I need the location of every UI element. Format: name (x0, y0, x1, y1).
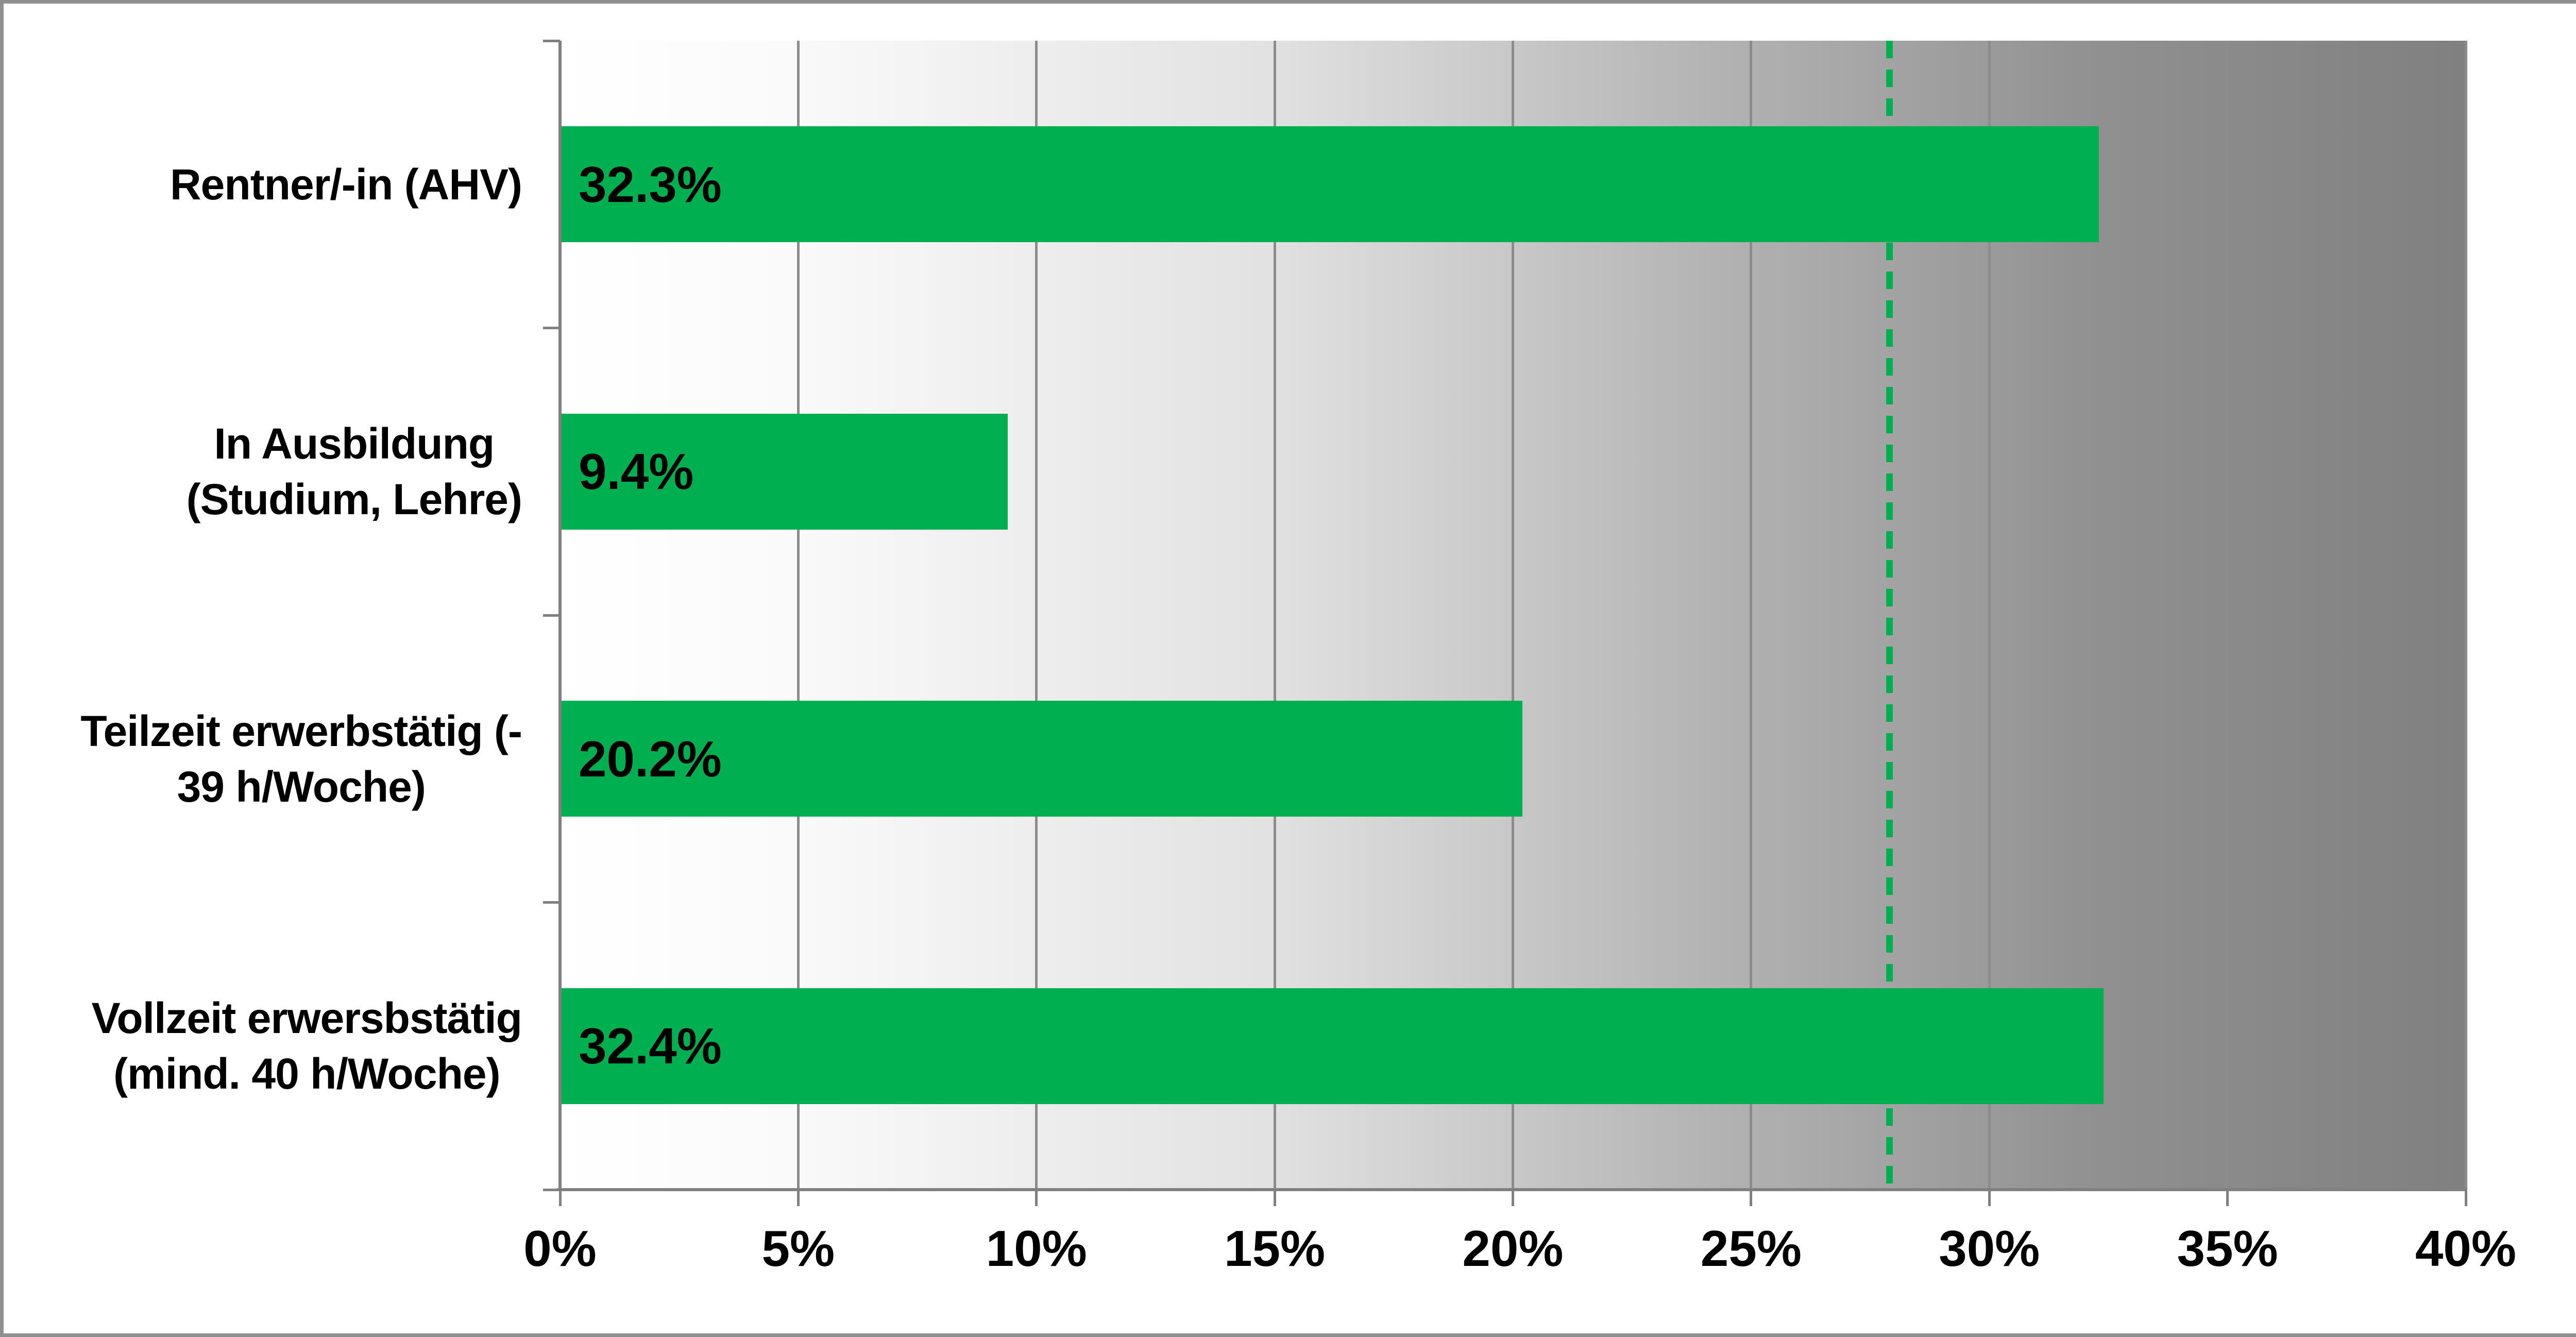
x-tick-label: 40% (2415, 1220, 2517, 1277)
y-tick-mark (543, 1188, 560, 1191)
bar: 9.4% (560, 413, 1008, 530)
x-tick-mark (1035, 1190, 1038, 1206)
y-tick-mark (543, 39, 560, 42)
gridline (1750, 41, 1753, 1190)
x-tick-label: 30% (1939, 1220, 2040, 1277)
gridline (796, 41, 800, 1190)
category-label: Teilzeit erwerbstätig (- 39 h/Woche) (80, 703, 522, 815)
x-tick-mark (558, 1190, 562, 1206)
x-tick-mark (796, 1190, 800, 1206)
x-tick-label: 35% (2177, 1220, 2278, 1277)
gridline (1512, 41, 1514, 1190)
category-label-line: (mind. 40 h/Woche) (113, 1050, 501, 1098)
reference-line-dashed (1886, 41, 1893, 1190)
gridline (2226, 41, 2229, 1190)
x-tick-mark (1988, 1190, 1991, 1206)
value-label: 32.3% (579, 156, 722, 213)
category-label-line: Rentner/-in (AHV) (170, 160, 522, 209)
x-tick-label: 25% (1700, 1220, 1802, 1277)
x-tick-label: 10% (986, 1220, 1087, 1277)
category-label: In Ausbildung (Studium, Lehre) (187, 416, 522, 527)
x-tick-mark (1750, 1190, 1753, 1206)
x-tick-label: 5% (761, 1220, 835, 1277)
y-tick-mark (543, 901, 560, 904)
bar: 32.4% (560, 988, 2104, 1104)
x-tick-mark (1273, 1190, 1276, 1206)
gridline (2464, 41, 2467, 1190)
x-tick-label: 20% (1462, 1220, 1564, 1277)
x-tick-label: 0% (523, 1220, 597, 1277)
category-label-line: 39 h/Woche) (177, 762, 426, 811)
bar: 32.3% (560, 126, 2099, 243)
x-tick-label: 15% (1224, 1220, 1326, 1277)
y-tick-mark (543, 614, 560, 617)
category-label: Vollzeit erwersbstätig (mind. 40 h/Woche) (92, 990, 522, 1102)
gridline (1035, 41, 1038, 1190)
x-tick-mark (2226, 1190, 2229, 1206)
x-tick-mark (1512, 1190, 1514, 1206)
gridline (1988, 41, 1991, 1190)
bar: 20.2% (560, 701, 1522, 817)
category-label-line: Teilzeit erwerbstätig (- (80, 706, 522, 755)
x-tick-mark (2464, 1190, 2467, 1206)
category-label-line: (Studium, Lehre) (186, 475, 522, 524)
value-label: 32.4% (579, 1018, 722, 1075)
y-axis-line (558, 41, 562, 1190)
gridline (1273, 41, 1276, 1190)
category-label-line: Vollzeit erwersbstätig (91, 994, 522, 1043)
y-tick-mark (543, 327, 560, 329)
value-label: 9.4% (579, 443, 694, 500)
value-label: 20.2% (579, 730, 722, 787)
plot-area: 32.3% 9.4% 20.2% 32.4% (560, 41, 2467, 1190)
category-label-line: In Ausbildung (214, 419, 495, 468)
category-label: Rentner/-in (AHV) (170, 157, 522, 212)
